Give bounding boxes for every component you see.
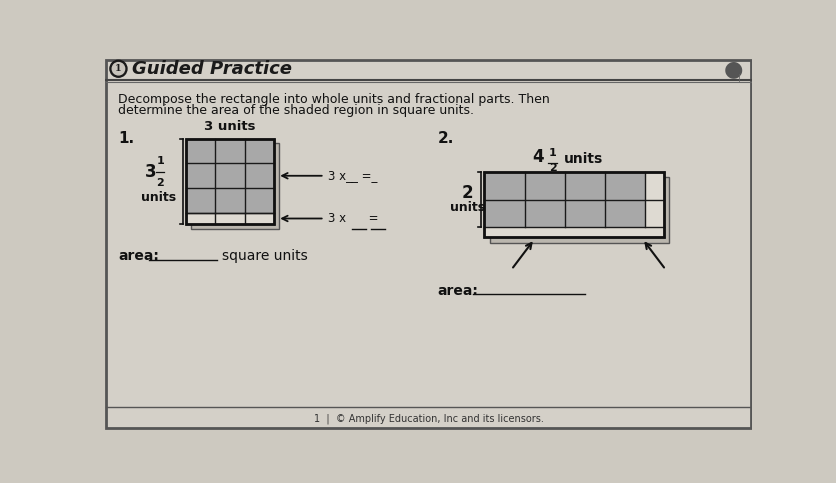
Circle shape [112,63,125,75]
Text: |: | [738,74,741,83]
Text: 1: 1 [156,156,164,166]
Text: Decompose the rectangle into whole units and fractional parts. Then: Decompose the rectangle into whole units… [119,93,550,106]
Text: 3 units: 3 units [204,120,256,133]
Bar [186,139,274,224]
Bar [484,172,664,237]
Text: 1  |  © Amplify Education, Inc and its licensors.: 1 | © Amplify Education, Inc and its lic… [314,413,543,424]
Text: units: units [141,191,176,203]
Bar [490,177,670,243]
Text: Guided Practice: Guided Practice [131,60,292,78]
Bar [191,143,279,229]
Text: square units: square units [222,249,308,263]
Text: 3 x      =: 3 x = [329,212,379,225]
Circle shape [110,60,127,77]
Bar [645,172,664,227]
Text: 3: 3 [145,163,156,181]
Text: 2.: 2. [438,131,454,146]
Bar [484,172,645,227]
Bar [186,213,274,224]
Text: units: units [563,152,603,166]
Text: 1.: 1. [119,131,135,146]
Text: 2: 2 [461,185,473,202]
Text: 2: 2 [549,163,557,173]
Text: area:: area: [119,249,160,263]
Text: units: units [450,201,485,214]
Bar [484,227,664,237]
Text: 1: 1 [549,148,557,158]
Text: 1: 1 [115,64,122,73]
Text: ●: ● [724,59,743,79]
Text: 3 x__ =_: 3 x__ =_ [329,169,378,182]
Bar [186,139,274,213]
Text: determine the area of the shaded region in square units.: determine the area of the shaded region … [119,104,475,117]
Text: 4: 4 [532,148,543,166]
Text: area:: area: [438,284,479,298]
Text: 2: 2 [156,178,164,188]
